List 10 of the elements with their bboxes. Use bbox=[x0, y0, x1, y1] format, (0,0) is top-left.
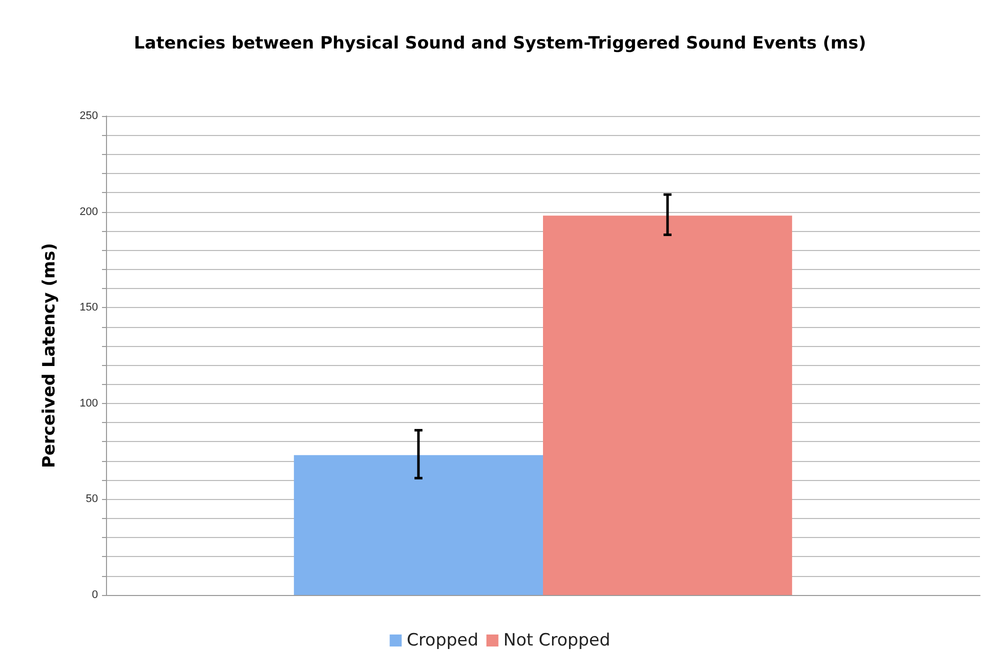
legend-label: Cropped bbox=[406, 630, 478, 650]
y-tick-label: 0 bbox=[92, 589, 98, 601]
legend-label: Not Cropped bbox=[503, 630, 610, 650]
y-tick-label: 250 bbox=[80, 110, 98, 122]
y-axis-title: Perceived Latency (ms) bbox=[40, 242, 60, 468]
y-tick-label: 150 bbox=[80, 302, 98, 314]
y-tick-label: 100 bbox=[80, 397, 98, 410]
y-tick-label: 50 bbox=[86, 493, 98, 506]
y-tick-label: 200 bbox=[80, 206, 98, 218]
chart-title: Latencies between Physical Sound and System-Triggered Sound Events (ms) bbox=[134, 34, 866, 54]
